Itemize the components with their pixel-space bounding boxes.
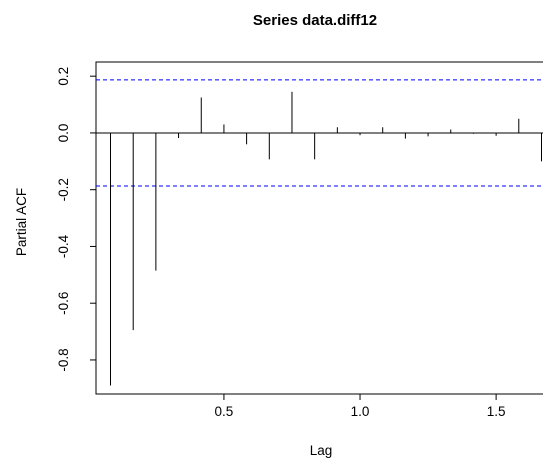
y-axis-label: Partial ACF	[14, 188, 29, 256]
chart-title: Series data.diff12	[253, 12, 377, 29]
y-tick-label: -0.2	[56, 178, 71, 201]
y-tick-label: 0.0	[56, 124, 71, 143]
x-tick-label: 0.5	[215, 404, 234, 419]
x-axis-label: Lag	[310, 443, 333, 458]
x-tick-label: 1.0	[351, 404, 370, 419]
x-tick-label: 1.5	[487, 404, 506, 419]
y-tick-label: -0.6	[56, 292, 71, 315]
y-tick-label: -0.8	[56, 348, 71, 371]
plot-frame	[95, 61, 543, 395]
y-tick-label: 0.2	[56, 67, 71, 86]
y-tick-label: -0.4	[56, 234, 71, 258]
